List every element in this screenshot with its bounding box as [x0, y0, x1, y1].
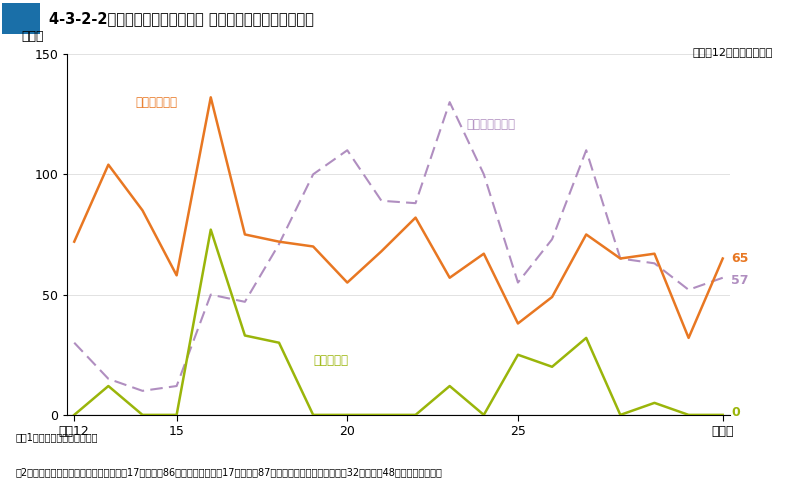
- Text: 65: 65: [731, 252, 749, 265]
- Text: 独占禁止法: 独占禁止法: [313, 354, 348, 367]
- Text: 会社法・商法: 会社法・商法: [136, 96, 178, 109]
- Text: 金融商品取引法: 金融商品取引法: [467, 118, 515, 131]
- Text: （人）: （人）: [21, 30, 44, 43]
- Text: 0: 0: [731, 406, 740, 419]
- Text: 57: 57: [731, 273, 749, 287]
- Text: 2　「会社法・商法」は，会社法（平成17年法律筌86号）違反及び平成17年法律筌87号による改正前の商法（明治32年法律筌48号）違反である。: 2 「会社法・商法」は，会社法（平成17年法律筌86号）違反及び平成17年法律筌…: [16, 467, 442, 477]
- Text: 4-3-2-2図　会社法・商法違反等 検察庁新規受理人員の推移: 4-3-2-2図 会社法・商法違反等 検察庁新規受理人員の推移: [49, 11, 314, 26]
- FancyBboxPatch shape: [2, 3, 40, 34]
- Text: （平成12年～令和元年）: （平成12年～令和元年）: [693, 47, 773, 56]
- Text: 注　1　検察統計年報による。: 注 1 検察統計年報による。: [16, 433, 98, 442]
